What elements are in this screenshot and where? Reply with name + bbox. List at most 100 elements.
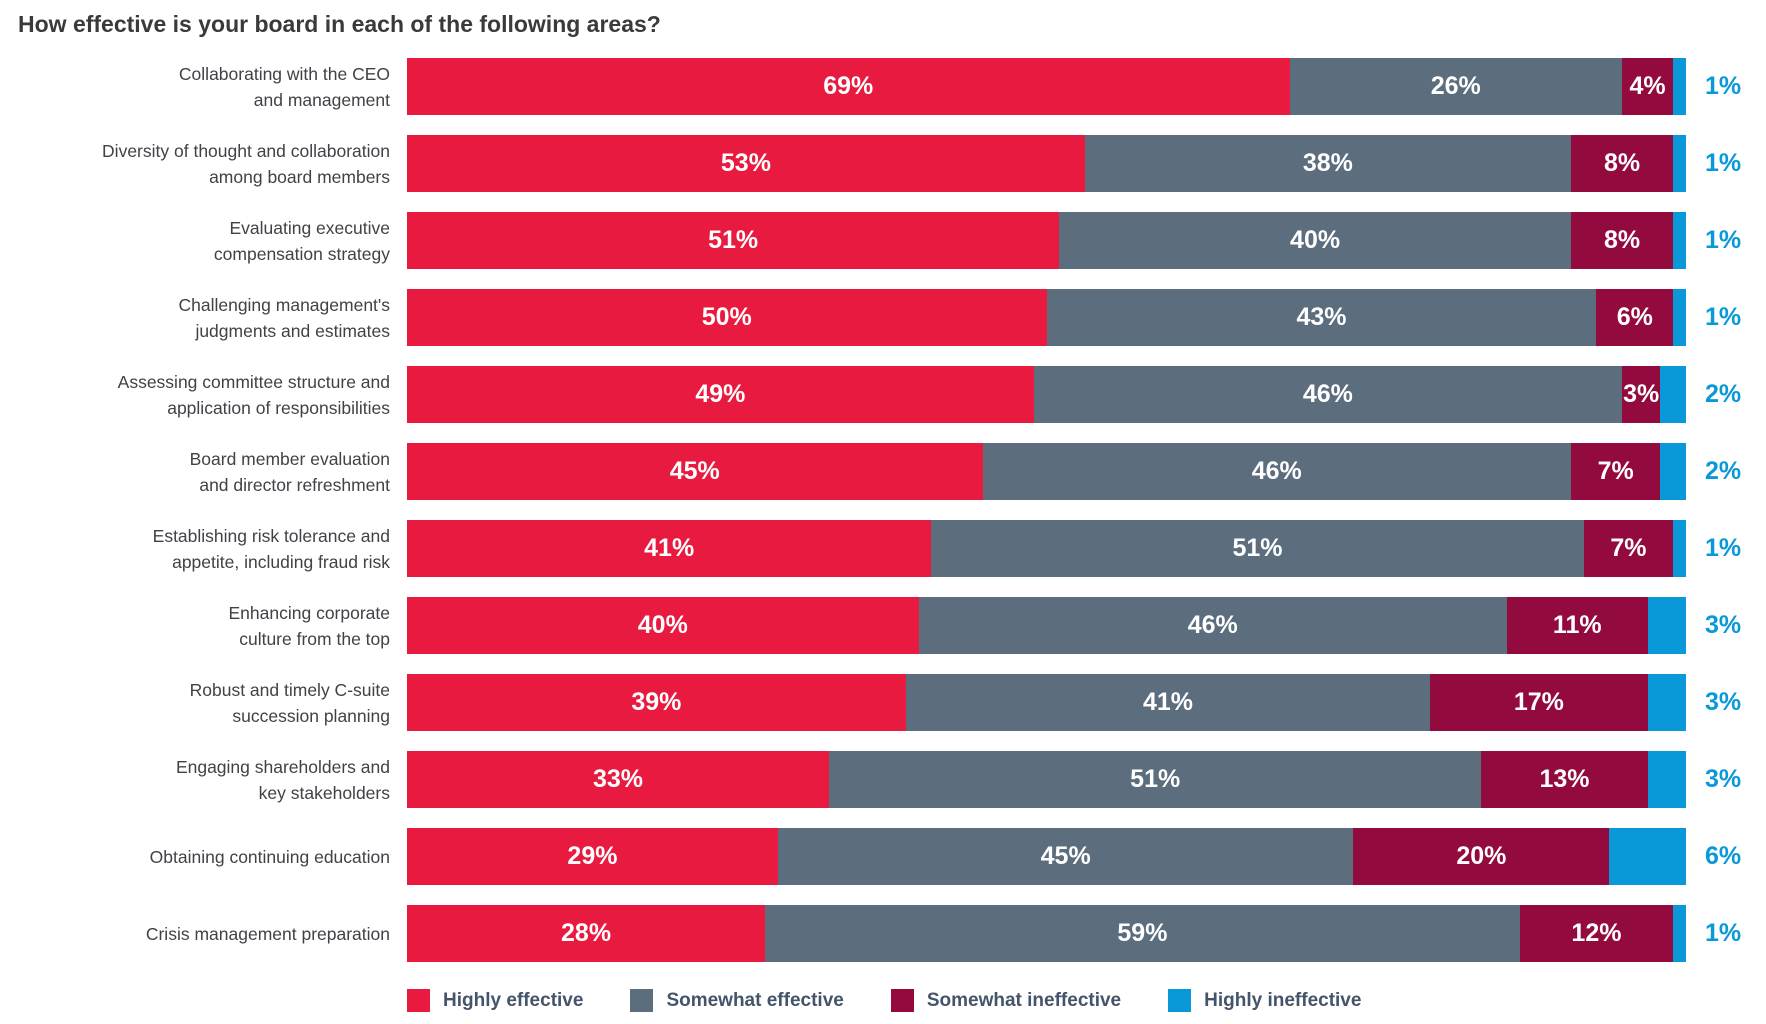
bar-row: Board member evaluation and director refr… bbox=[0, 443, 1766, 500]
bar-track: 33% 51% 13% bbox=[407, 751, 1686, 808]
bar-segment-value: 20% bbox=[1456, 842, 1507, 870]
legend-item-somewhat-ineffective: Somewhat ineffective bbox=[890, 989, 1122, 1012]
bar-segment-highly-ineffective bbox=[1660, 366, 1686, 423]
bar-segment-somewhat-effective: 46% bbox=[918, 597, 1507, 654]
category-label: Obtaining continuing education bbox=[149, 846, 390, 867]
bar-segment-value: 12% bbox=[1571, 919, 1622, 947]
bar-segment-value: 8% bbox=[1603, 149, 1641, 177]
bar-segment-value: 51% bbox=[1232, 534, 1283, 562]
legend-label: Somewhat effective bbox=[666, 989, 844, 1011]
bar-segment-value: 38% bbox=[1302, 149, 1353, 177]
bar-segment-somewhat-ineffective: 4% bbox=[1622, 58, 1674, 115]
bar-track: 53% 38% 8% bbox=[407, 135, 1686, 192]
legend-swatch-highly-ineffective bbox=[1168, 989, 1192, 1012]
bar-segment-value: 11% bbox=[1552, 611, 1602, 639]
category-label: Collaborating with the CEO and management bbox=[178, 63, 390, 110]
category-label: Challenging management's judgments and es… bbox=[178, 294, 390, 341]
bar-segment-value: 46% bbox=[1251, 457, 1302, 485]
bar-segment-highly-effective: 39% bbox=[407, 674, 906, 731]
bar-segment-highly-effective: 28% bbox=[407, 905, 766, 962]
bar-segment-somewhat-ineffective: 8% bbox=[1570, 135, 1674, 192]
bar-segment-somewhat-ineffective: 12% bbox=[1519, 905, 1674, 962]
bar-segment-value: 51% bbox=[1130, 765, 1181, 793]
bar-segment-somewhat-effective: 40% bbox=[1059, 212, 1571, 269]
chart-title: How effective is your board in each of t… bbox=[18, 11, 661, 37]
bar-row: Diversity of thought and collaboration am… bbox=[0, 135, 1766, 192]
bar-segment-somewhat-ineffective: 8% bbox=[1570, 212, 1674, 269]
bar-segment-highly-ineffective bbox=[1660, 443, 1686, 500]
bar-segment-value: 45% bbox=[669, 457, 720, 485]
outside-value-highly-ineffective: 3% bbox=[1705, 688, 1742, 716]
bar-segment-value: 46% bbox=[1302, 380, 1353, 408]
bar-segment-highly-effective: 53% bbox=[407, 135, 1085, 192]
bar-segment-value: 7% bbox=[1610, 534, 1647, 562]
bar-segment-highly-ineffective bbox=[1673, 905, 1686, 962]
legend-label: Highly effective bbox=[443, 989, 584, 1011]
bar-segment-value: 4% bbox=[1629, 72, 1666, 100]
outside-value-highly-ineffective: 3% bbox=[1705, 765, 1742, 793]
legend-swatch-somewhat-effective bbox=[630, 989, 654, 1012]
bar-segment-value: 46% bbox=[1187, 611, 1238, 639]
category-label: Robust and timely C-suite succession plan… bbox=[189, 679, 390, 726]
bar-segment-value: 13% bbox=[1539, 765, 1590, 793]
bar-segment-value: 17% bbox=[1513, 688, 1564, 716]
bar-segment-somewhat-effective: 43% bbox=[1046, 289, 1597, 346]
outside-value-highly-ineffective: 1% bbox=[1705, 919, 1742, 947]
bar-track: 39% 41% 17% bbox=[407, 674, 1686, 731]
bar-segment-value: 3% bbox=[1623, 380, 1660, 408]
bar-segment-highly-effective: 33% bbox=[407, 751, 830, 808]
bar-track: 28% 59% 12% bbox=[407, 905, 1686, 962]
bar-segment-somewhat-effective: 46% bbox=[1033, 366, 1623, 423]
outside-value-highly-ineffective: 1% bbox=[1705, 226, 1742, 254]
bar-segment-highly-ineffective bbox=[1673, 58, 1686, 115]
bar-segment-somewhat-effective: 51% bbox=[931, 520, 1584, 577]
bar-segment-somewhat-effective: 41% bbox=[905, 674, 1431, 731]
bar-row: Robust and timely C-suite succession plan… bbox=[0, 674, 1766, 731]
bar-segment-highly-effective: 69% bbox=[407, 58, 1290, 115]
bar-segment-value: 26% bbox=[1430, 72, 1481, 100]
bar-segment-somewhat-ineffective: 7% bbox=[1570, 443, 1661, 500]
bar-segment-value: 51% bbox=[708, 226, 759, 254]
bar-row: Assessing committee structure and applica… bbox=[0, 366, 1766, 423]
outside-value-highly-ineffective: 1% bbox=[1705, 72, 1742, 100]
bar-segment-highly-ineffective bbox=[1673, 520, 1686, 577]
bar-segment-value: 41% bbox=[1142, 688, 1193, 716]
bar-segment-value: 50% bbox=[701, 303, 752, 331]
bar-segment-highly-ineffective bbox=[1647, 751, 1686, 808]
bar-segment-highly-effective: 41% bbox=[407, 520, 932, 577]
bar-segment-value: 33% bbox=[593, 765, 644, 793]
category-label: Establishing risk tolerance and appetite,… bbox=[152, 525, 390, 572]
chart-rows: Collaborating with the CEO and management… bbox=[0, 58, 1766, 962]
bar-row: Enhancing corporate culture from the top 4… bbox=[0, 597, 1766, 654]
outside-value-highly-ineffective: 1% bbox=[1705, 303, 1742, 331]
bar-segment-highly-ineffective bbox=[1673, 289, 1686, 346]
bar-segment-value: 7% bbox=[1597, 457, 1634, 485]
bar-segment-somewhat-effective: 45% bbox=[777, 828, 1354, 885]
bar-segment-somewhat-ineffective: 6% bbox=[1596, 289, 1674, 346]
bar-segment-value: 28% bbox=[561, 919, 612, 947]
bar-segment-value: 41% bbox=[644, 534, 695, 562]
bar-track: 49% 46% 3% bbox=[407, 366, 1686, 423]
bar-segment-value: 40% bbox=[637, 611, 688, 639]
category-label: Board member evaluation and director refr… bbox=[189, 448, 390, 495]
bar-segment-somewhat-ineffective: 3% bbox=[1622, 366, 1661, 423]
bar-track: 69% 26% 4% bbox=[407, 58, 1686, 115]
category-label: Crisis management preparation bbox=[145, 923, 390, 944]
legend-item-highly-effective: Highly effective bbox=[407, 989, 583, 1012]
bar-track: 51% 40% 8% bbox=[407, 212, 1686, 269]
outside-value-highly-ineffective: 2% bbox=[1705, 457, 1742, 485]
legend-item-highly-ineffective: Highly ineffective bbox=[1168, 989, 1361, 1012]
legend-swatch-highly-effective bbox=[407, 989, 430, 1012]
bar-segment-highly-effective: 40% bbox=[407, 597, 919, 654]
legend: Highly effective Somewhat effective Somewh… bbox=[407, 989, 1766, 1012]
bar-row: Obtaining continuing education 29% 45% 20% 6… bbox=[0, 828, 1766, 885]
bar-segment-highly-ineffective bbox=[1673, 135, 1686, 192]
bar-segment-highly-effective: 51% bbox=[407, 212, 1060, 269]
legend-label: Somewhat ineffective bbox=[926, 989, 1122, 1011]
bar-segment-value: 40% bbox=[1290, 226, 1341, 254]
bar-segment-somewhat-effective: 59% bbox=[765, 905, 1520, 962]
bar-segment-highly-effective: 45% bbox=[407, 443, 983, 500]
bar-row: Challenging management's judgments and es… bbox=[0, 289, 1766, 346]
category-label: Engaging shareholders and key stakeholder… bbox=[175, 756, 390, 803]
bar-track: 40% 46% 11% bbox=[407, 597, 1686, 654]
